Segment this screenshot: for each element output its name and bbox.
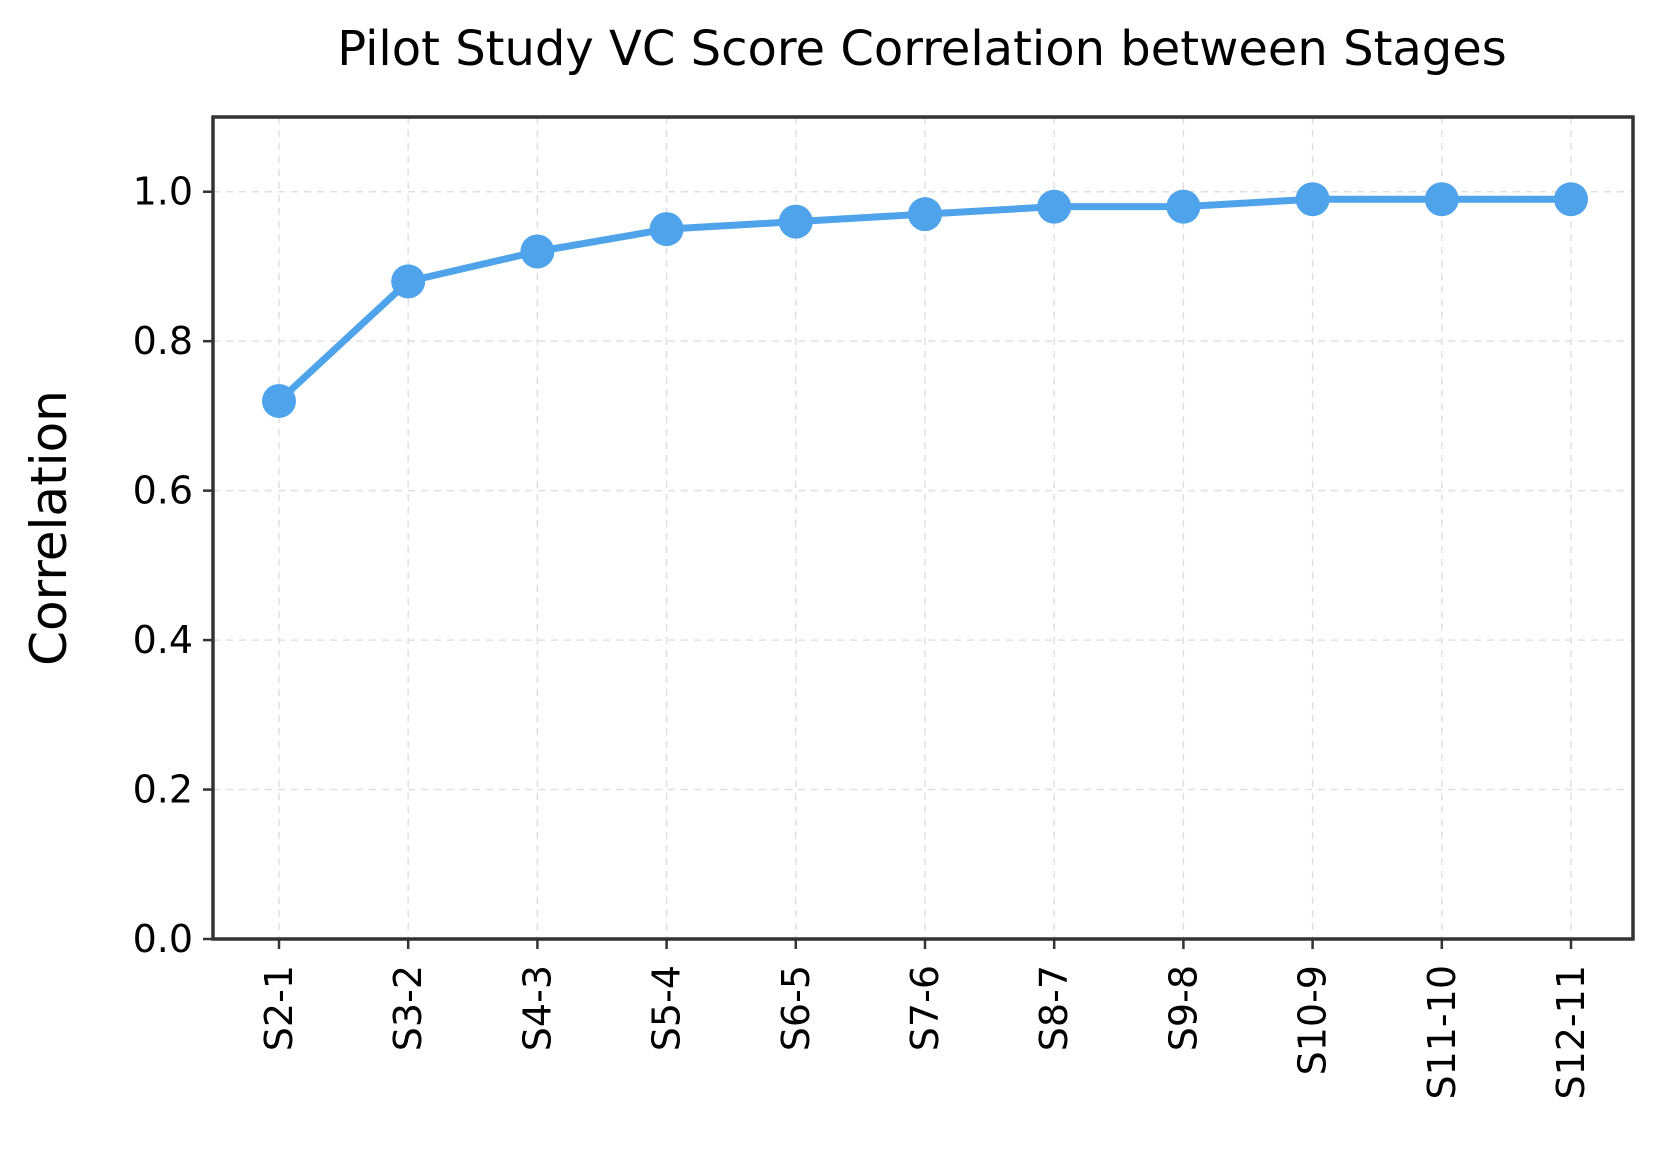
data-point-s5-4 xyxy=(649,212,684,247)
tick-layer: 0.0 0.2 0.4 0.6 0.8 1.0 S2-1 S3-2 S4-3 S5-4 S6-5 S7… xyxy=(133,170,1593,1100)
x-tick-label: S5-4 xyxy=(645,965,689,1051)
x-tick-label: S12-11 xyxy=(1549,965,1593,1100)
data-point-s7-6 xyxy=(908,197,942,232)
data-point-s4-3 xyxy=(520,234,555,269)
data-point-s11-10 xyxy=(1424,182,1459,217)
data-point-s9-8 xyxy=(1166,189,1201,224)
x-tick-label: S10-9 xyxy=(1291,965,1335,1075)
data-point-s3-2 xyxy=(391,264,426,299)
y-tick-label: 0.4 xyxy=(133,618,193,662)
data-point-s8-7 xyxy=(1037,189,1072,224)
x-tick-label: S9-8 xyxy=(1161,965,1205,1051)
y-tick-label: 0.8 xyxy=(133,319,193,363)
y-tick-label: 0.6 xyxy=(133,469,193,513)
x-tick-label: S4-3 xyxy=(515,965,559,1051)
x-tick-label: S11-10 xyxy=(1420,965,1464,1100)
chart-title: Pilot Study VC Score Correlation between… xyxy=(337,21,1507,77)
x-tick-label: S3-2 xyxy=(386,965,430,1051)
data-point-s2-1 xyxy=(262,383,296,418)
y-tick-label: 1.0 xyxy=(133,170,193,214)
y-axis-label: Correlation xyxy=(20,390,78,666)
data-point-s6-5 xyxy=(778,204,813,239)
series-layer xyxy=(262,182,1588,418)
x-tick-label: S2-1 xyxy=(257,965,301,1051)
data-point-s10-9 xyxy=(1295,182,1330,217)
data-point-s12-11 xyxy=(1554,182,1588,217)
y-tick-label: 0.2 xyxy=(133,768,193,812)
grid-lines xyxy=(213,117,1633,940)
x-tick-label: S8-7 xyxy=(1032,965,1076,1051)
y-tick-label: 0.0 xyxy=(133,917,193,961)
x-tick-label: S6-5 xyxy=(774,965,818,1051)
x-tick-label: S7-6 xyxy=(903,965,947,1051)
plot-area-frame xyxy=(211,115,1635,941)
